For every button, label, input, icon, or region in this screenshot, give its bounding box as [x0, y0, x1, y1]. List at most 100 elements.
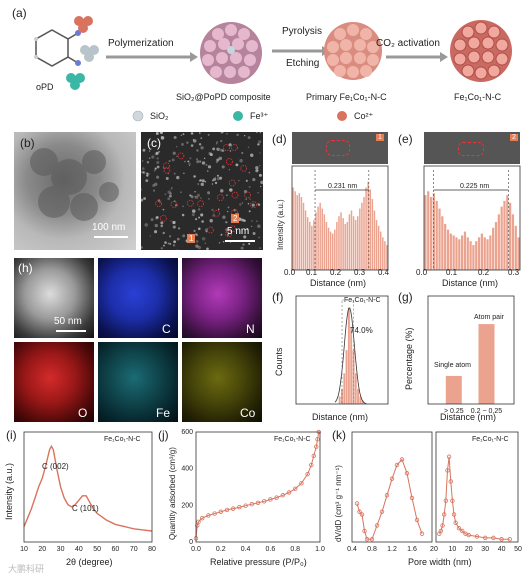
haadf-atom — [198, 216, 200, 219]
tick-label: 400 — [181, 466, 193, 473]
psd-point — [354, 501, 360, 506]
haadf-atom — [194, 191, 196, 193]
haadf-atom — [212, 214, 215, 217]
intensity-bar — [444, 223, 447, 270]
haadf-atom — [239, 203, 242, 206]
haadf-atom — [222, 215, 226, 219]
haadf-inset-e: 2 — [424, 132, 520, 164]
haadf-atom — [160, 247, 163, 250]
haadf-atom — [169, 243, 172, 245]
haadf-atom — [196, 160, 200, 164]
chart-g: > 0.25 0.2 ~ 0.25 — [427, 295, 515, 415]
haadf-atom — [248, 210, 251, 213]
haadf-atom — [192, 209, 196, 213]
intensity-bar — [317, 206, 319, 270]
tick-label: 50 — [514, 546, 522, 553]
haadf-atom — [165, 177, 169, 180]
tick-label: 0.8 — [367, 546, 377, 553]
haadf-atom — [173, 172, 176, 175]
step-polymerization: Polymerization — [108, 38, 174, 49]
intensity-bar — [340, 212, 342, 270]
haadf-atom — [183, 172, 185, 175]
haadf-atom — [173, 200, 176, 202]
haadf-atom — [216, 147, 220, 151]
intensity-bar — [489, 235, 492, 270]
haadf-atom — [226, 194, 228, 196]
intensity-bar — [469, 241, 472, 270]
psd-point — [419, 531, 425, 536]
haadf-atom — [141, 188, 143, 191]
tick-e-3: 0.3 — [508, 268, 520, 277]
haadf-atom — [258, 236, 260, 239]
haadf-atom — [167, 190, 171, 194]
axes-frame — [423, 165, 521, 271]
haadf-atom — [249, 198, 251, 200]
haadf-atom — [154, 223, 158, 228]
psd-point — [364, 537, 370, 542]
isotherm-point — [268, 497, 273, 502]
haadf-atom — [200, 137, 203, 140]
marker-2-c: 2 — [231, 214, 240, 223]
tick-e-1: 0.1 — [446, 268, 458, 277]
intensity-bar — [480, 233, 483, 270]
haadf-atom — [219, 176, 223, 180]
category-label: > 0.25 — [444, 408, 464, 415]
percentage-bar — [478, 324, 495, 404]
haadf-atom — [141, 198, 144, 202]
psd-point — [404, 471, 410, 476]
axes-frame — [351, 431, 433, 543]
psd-point — [369, 537, 375, 542]
haadf-atom — [148, 150, 151, 152]
scale-bar-h — [56, 330, 86, 332]
chart-k2: 0 10 20 30 40 50 — [434, 431, 522, 553]
intensity-bar — [514, 225, 517, 270]
psd-point — [399, 457, 405, 462]
intensity-bar — [344, 223, 346, 270]
haadf-atom — [259, 152, 261, 154]
psd-point — [409, 495, 415, 501]
isotherm-point — [309, 462, 314, 468]
haadf-atom — [236, 133, 239, 137]
intensity-bar — [348, 214, 351, 270]
haadf-atom — [229, 150, 232, 152]
intensity-bar — [334, 229, 336, 270]
legend-co-icon — [337, 111, 347, 121]
haadf-atom — [176, 145, 178, 148]
tick-label: 0 — [189, 539, 193, 546]
intensity-bar — [329, 231, 332, 270]
psd-point — [384, 493, 390, 498]
haadf-atom — [197, 182, 200, 186]
isotherm-point — [218, 509, 223, 514]
haadf-atom — [207, 165, 212, 169]
haadf-atom — [205, 163, 208, 166]
haadf-atom — [195, 244, 199, 248]
haadf-atom — [147, 173, 150, 175]
haadf-atom — [244, 135, 246, 137]
tick-label: 600 — [181, 429, 193, 436]
atom-pair-marker — [155, 200, 163, 207]
co-ion-cluster-icon — [74, 16, 93, 33]
psd-point — [441, 512, 447, 517]
haadf-atom — [172, 225, 176, 229]
haadf-atom — [168, 160, 171, 163]
haadf-atom — [142, 171, 145, 173]
psd-point — [443, 498, 449, 503]
haadf-atom — [220, 234, 223, 236]
haadf-atom — [156, 157, 159, 160]
eds-label-fe: Fe — [156, 406, 171, 420]
haadf-atom — [194, 196, 196, 198]
haadf-atom — [200, 146, 204, 150]
haadf-atom — [243, 190, 248, 194]
haadf-atom — [250, 225, 253, 228]
psd-point — [453, 520, 458, 525]
haadf-atom — [193, 229, 196, 233]
haadf-atom — [259, 132, 262, 134]
haadf-atom — [156, 216, 159, 219]
haadf-atom — [188, 164, 191, 167]
ylabel-j: Quantity adsorbed (cm³/g) — [168, 447, 177, 540]
isotherm-point — [199, 515, 205, 521]
axes-frame — [195, 431, 321, 543]
haadf-atom — [220, 233, 223, 236]
atom-pair-marker — [231, 191, 239, 199]
haadf-atom — [192, 139, 195, 141]
